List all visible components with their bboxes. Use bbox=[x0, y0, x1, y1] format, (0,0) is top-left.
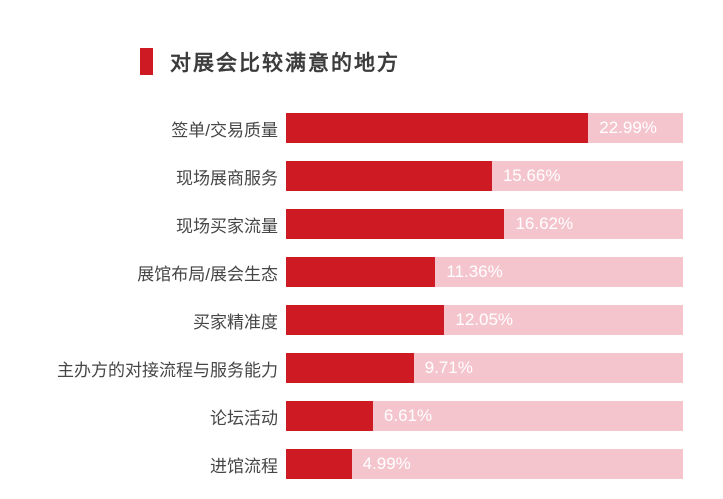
chart-title: 对展会比较满意的地方 bbox=[170, 51, 400, 75]
category-label: 论坛活动 bbox=[210, 408, 278, 428]
bar-track: 12.05% bbox=[286, 305, 683, 335]
category-label: 签单/交易质量 bbox=[171, 120, 278, 140]
value-label: 11.36% bbox=[446, 262, 503, 281]
bar-fill bbox=[286, 305, 445, 335]
chart-header: 对展会比较满意的地方 bbox=[140, 48, 683, 75]
value-label: 9.71% bbox=[424, 358, 473, 377]
bar-track: 4.99% bbox=[286, 449, 683, 479]
category-label: 展馆布局/展会生态 bbox=[137, 264, 278, 284]
bar-fill bbox=[286, 401, 373, 431]
bar-fill bbox=[286, 257, 436, 287]
value-label: 15.66% bbox=[502, 166, 561, 185]
bar-track: 11.36% bbox=[286, 257, 683, 287]
bar-fill bbox=[286, 113, 589, 143]
bar-fill bbox=[286, 209, 505, 239]
bar-track: 9.71% bbox=[286, 353, 683, 383]
category-label: 现场展商服务 bbox=[176, 168, 278, 188]
bar-track: 6.61% bbox=[286, 401, 683, 431]
bar-track: 22.99% bbox=[286, 113, 683, 143]
bar-row: 论坛活动 6.61% bbox=[40, 401, 683, 431]
value-label: 6.61% bbox=[383, 406, 433, 425]
value-label: 12.05% bbox=[455, 310, 514, 329]
bar-row: 签单/交易质量 22.99% bbox=[40, 113, 683, 143]
value-label: 22.99% bbox=[599, 118, 657, 137]
category-label: 进馆流程 bbox=[210, 456, 278, 476]
bar-chart: 签单/交易质量 22.99% 现场展商服务 15.66% 现场买家流量 16.6… bbox=[40, 113, 683, 479]
value-label: 16.62% bbox=[515, 214, 574, 233]
bar-row: 买家精准度 12.05% bbox=[40, 305, 683, 335]
bar-row: 现场展商服务 15.66% bbox=[40, 161, 683, 191]
bar-row: 展馆布局/展会生态 11.36% bbox=[40, 257, 683, 287]
category-label: 主办方的对接流程与服务能力 bbox=[57, 360, 278, 380]
category-label: 买家精准度 bbox=[193, 312, 278, 332]
value-label: 4.99% bbox=[362, 454, 411, 473]
bar-row: 现场买家流量 16.62% bbox=[40, 209, 683, 239]
bar-row: 进馆流程 4.99% bbox=[40, 449, 683, 479]
title-accent-bar bbox=[140, 48, 153, 75]
bar-fill bbox=[286, 161, 492, 191]
bar-track: 16.62% bbox=[286, 209, 683, 239]
category-label: 现场买家流量 bbox=[176, 216, 278, 236]
bar-row: 主办方的对接流程与服务能力 9.71% bbox=[40, 353, 683, 383]
bar-track: 15.66% bbox=[286, 161, 683, 191]
bar-fill bbox=[286, 353, 414, 383]
bar-fill bbox=[286, 449, 352, 479]
